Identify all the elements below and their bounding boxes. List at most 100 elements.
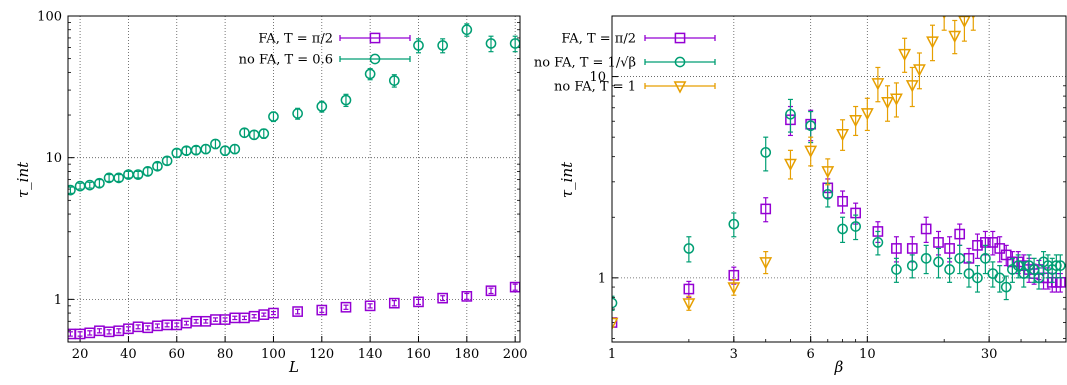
data-point <box>113 172 125 184</box>
data-point <box>200 143 212 155</box>
data-point <box>822 188 834 200</box>
plot-frame <box>67 15 521 343</box>
data-point <box>683 283 695 295</box>
series-circle <box>68 23 520 196</box>
data-point <box>258 128 270 139</box>
x-axis-label: β <box>834 358 844 376</box>
data-point <box>944 264 955 275</box>
x-tick-label: 100 <box>261 347 286 362</box>
data-point <box>1000 249 1012 261</box>
data-point <box>860 108 874 121</box>
legend-marker <box>674 32 686 44</box>
y-tick-label: 100 <box>37 10 62 25</box>
data-point <box>920 223 932 235</box>
data-point <box>316 304 328 316</box>
y-axis-label: τ_int <box>558 161 576 198</box>
data-point <box>872 237 884 248</box>
legend: FA, T = π/2 no FA, T = 0.6 <box>239 32 411 68</box>
data-point <box>388 75 400 86</box>
data-point <box>804 145 818 158</box>
y-tick-label: 1 <box>598 271 606 286</box>
x-tick-label: 120 <box>309 347 334 362</box>
data-point <box>963 268 975 279</box>
data-point <box>837 195 848 207</box>
data-point <box>161 155 173 167</box>
data-layer <box>612 16 1066 331</box>
data-point <box>905 80 919 93</box>
series-circle <box>612 98 1066 311</box>
data-point <box>413 40 424 51</box>
data-layer <box>68 23 520 340</box>
data-point <box>1018 268 1030 279</box>
data-point <box>152 160 163 172</box>
data-point <box>364 68 376 80</box>
data-point <box>727 282 741 295</box>
data-point <box>132 169 144 180</box>
data-point <box>849 115 863 128</box>
legend-marker <box>674 56 686 68</box>
data-point <box>785 108 796 120</box>
x-tick-label: 20 <box>72 347 89 362</box>
data-point <box>948 30 962 44</box>
data-point <box>683 243 695 254</box>
data-point <box>784 158 797 172</box>
data-point <box>682 298 696 311</box>
series-square <box>612 105 1066 328</box>
y-tick-label: 1 <box>54 293 62 308</box>
data-point <box>388 297 400 309</box>
data-point <box>913 64 926 77</box>
data-point <box>760 203 772 215</box>
data-point <box>229 143 241 155</box>
data-point <box>142 166 154 177</box>
data-point <box>980 252 991 264</box>
y-tick-label: 10 <box>589 70 606 85</box>
data-point <box>1033 272 1045 284</box>
legend-label: no FA, T = 1/√β <box>534 56 636 71</box>
data-point <box>906 260 918 271</box>
data-point <box>239 127 250 139</box>
data-point <box>994 272 1006 284</box>
data-point <box>836 128 850 142</box>
data-point <box>68 184 76 196</box>
legend-label: FA, T = π/2 <box>561 32 636 47</box>
data-point <box>437 292 449 304</box>
data-point <box>485 285 497 297</box>
legend-label: no FA, T = 1 <box>554 80 636 95</box>
left-panel: 20 40 60 80 100 120 140 160 180 200110100Lτ_intFA… <box>14 10 528 377</box>
data-point <box>364 300 376 312</box>
data-point <box>933 237 944 248</box>
data-point <box>1054 260 1066 271</box>
data-point <box>954 228 966 240</box>
series-triangle-down <box>612 16 976 331</box>
data-point <box>994 243 1006 254</box>
x-tick-label: 200 <box>503 347 528 362</box>
data-point <box>437 40 449 51</box>
data-point <box>760 147 772 158</box>
data-point <box>1012 260 1024 271</box>
data-point <box>728 218 740 230</box>
data-point <box>292 108 303 119</box>
data-point <box>292 306 303 317</box>
x-tick-label: 3 <box>730 347 738 362</box>
x-tick-label: 160 <box>406 347 431 362</box>
x-tick-label: 6 <box>807 347 815 362</box>
data-point <box>837 223 848 235</box>
data-point <box>612 317 619 331</box>
data-point <box>94 177 105 189</box>
data-point <box>268 111 279 122</box>
data-point <box>881 96 894 110</box>
data-point <box>171 147 183 159</box>
data-point <box>906 243 918 254</box>
data-point <box>920 252 932 264</box>
series-square <box>68 281 520 340</box>
data-point <box>84 179 96 191</box>
data-point <box>987 237 999 248</box>
data-point <box>268 307 279 319</box>
data-point <box>340 94 352 106</box>
data-point <box>461 24 473 36</box>
data-point <box>1051 260 1062 271</box>
x-tick-label: 30 <box>981 347 998 362</box>
x-axis-label: L <box>288 358 299 376</box>
legend: FA, T = π/2 no FA, T = 1/√β no FA, T = 1 <box>534 32 716 95</box>
